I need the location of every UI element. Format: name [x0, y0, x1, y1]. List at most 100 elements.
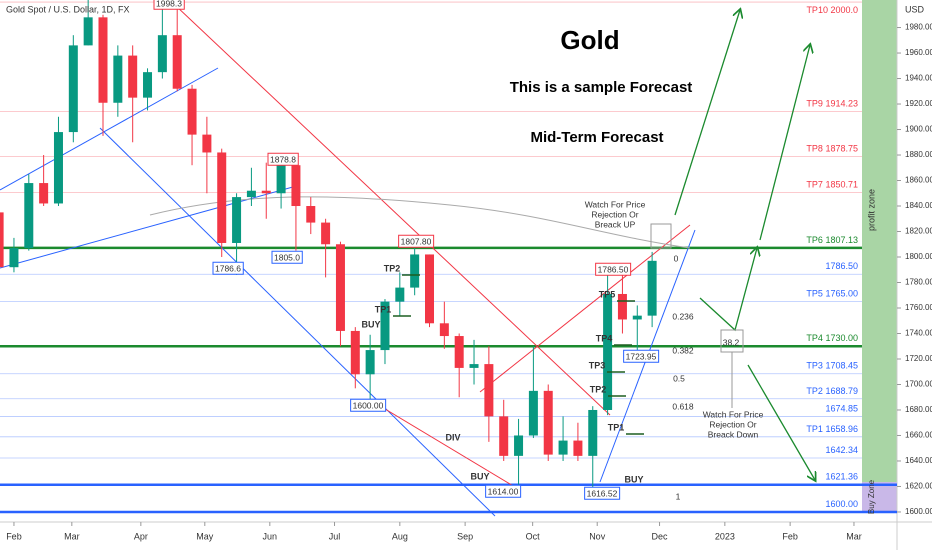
fib-label: 0.382 — [672, 345, 694, 355]
level-name: TP1 — [806, 424, 823, 434]
y-tick-label: 1940.00 — [905, 74, 932, 83]
fib-label: 1 — [676, 491, 681, 501]
price-tag-box — [350, 398, 387, 412]
candle-body — [573, 440, 583, 456]
y-tick-label: 1660.00 — [905, 431, 932, 440]
y-tick-label: 1820.00 — [905, 227, 932, 236]
level-label: 1674.85 — [825, 404, 858, 414]
price-tag: 1786.50 — [598, 264, 629, 274]
price-tag-box — [267, 152, 299, 166]
annotation: This is a sample Forecast — [510, 79, 693, 96]
candle-body — [202, 134, 212, 153]
level-value: 1708.45 — [825, 361, 858, 371]
price-tag: 1807.80 — [401, 236, 432, 246]
signal-label: TP5 — [599, 289, 616, 299]
price-tag-box — [584, 486, 621, 500]
note-line: Breack Down — [708, 429, 759, 439]
candle-body — [128, 55, 138, 98]
zone-label: Buy Zone — [867, 479, 876, 514]
x-tick-label: Sep — [457, 531, 473, 541]
y-tick-label: 1740.00 — [905, 329, 932, 338]
y-tick-label: 1900.00 — [905, 125, 932, 134]
candle-body — [410, 254, 420, 288]
x-tick-label: Dec — [652, 531, 669, 541]
candle-body — [617, 293, 627, 320]
candle-body — [246, 190, 256, 198]
candle-body — [395, 287, 405, 302]
x-tick-label: 2023 — [715, 531, 735, 541]
price-tag-box — [398, 234, 435, 248]
price-tag-box — [485, 484, 522, 498]
level-label: TP3 1708.45 — [806, 361, 858, 371]
x-tick-label: Feb — [782, 531, 798, 541]
level-value: 2000.0 — [830, 5, 858, 15]
x-tick-label: Feb — [6, 531, 22, 541]
signal-label: TP1 — [375, 304, 392, 314]
y-tick-label: 1800.00 — [905, 252, 932, 261]
candle-body — [217, 152, 227, 243]
price-tag: 1616.52 — [587, 488, 618, 498]
level-label: TP9 1914.23 — [806, 99, 858, 109]
y-tick-label: 1620.00 — [905, 482, 932, 491]
candle-body — [603, 293, 613, 410]
price-tag: 1878.8 — [270, 154, 296, 164]
level-label: 1600.00 — [825, 499, 858, 509]
annotation: Mid-Term Forecast — [530, 129, 663, 146]
candle-body — [261, 190, 271, 194]
candle-body — [276, 165, 286, 194]
y-tick-label: 1920.00 — [905, 99, 932, 108]
level-label: TP7 1850.71 — [806, 180, 858, 190]
fib-label: 0 — [674, 253, 679, 263]
annotation: Gold — [560, 25, 619, 55]
level-name: TP10 — [806, 5, 828, 15]
note-line: Rejection Or — [709, 419, 756, 429]
candle-body — [588, 409, 598, 456]
y-tick-label: 1980.00 — [905, 23, 932, 32]
candle-body — [172, 35, 182, 89]
price-tag-box — [623, 349, 660, 363]
signal-label: TP3 — [589, 360, 606, 370]
note-line: Breack UP — [595, 219, 636, 229]
x-tick-label: Mar — [846, 531, 862, 541]
candle-body — [113, 55, 123, 103]
zone-label: profit zone — [866, 189, 876, 231]
level-name: TP6 — [806, 235, 823, 245]
y-tick-label: 1680.00 — [905, 405, 932, 414]
level-label: TP4 1730.00 — [806, 334, 858, 344]
level-label: TP10 2000.0 — [806, 5, 858, 15]
level-value: 1621.36 — [825, 472, 858, 482]
level-value: 1878.75 — [825, 144, 858, 154]
level-value: 1850.71 — [825, 180, 858, 190]
level-name: TP3 — [806, 361, 823, 371]
candle-body — [439, 323, 449, 337]
signal-label: BUY — [470, 471, 489, 481]
level-value: 1786.50 — [825, 262, 858, 272]
price-tag: 1786.6 — [215, 263, 241, 273]
price-tag-box — [153, 0, 185, 10]
price-tag-box — [212, 261, 244, 275]
level-label: TP5 1765.00 — [806, 289, 858, 299]
x-tick-label: Mar — [64, 531, 80, 541]
y-tick-label: 1840.00 — [905, 201, 932, 210]
price-tag: 1805.0 — [274, 252, 300, 262]
candle-body — [469, 364, 479, 368]
signal-label: TP1 — [608, 422, 625, 432]
level-value: 1914.23 — [825, 99, 858, 109]
candle-body — [350, 330, 360, 375]
buy-zone — [862, 482, 897, 513]
level-name: TP2 — [806, 386, 823, 396]
drawings — [0, 4, 815, 517]
candle-body — [187, 88, 197, 135]
y-tick-label: 1960.00 — [905, 48, 932, 57]
candle-body — [24, 183, 34, 249]
fib-label: 38.2 — [723, 337, 740, 347]
signal-label: BUY — [624, 474, 643, 484]
note-line: Rejection Or — [591, 209, 638, 219]
signal-label: DIV — [445, 432, 460, 442]
level-label: TP6 1807.13 — [806, 235, 858, 245]
signal-label: BUY — [361, 319, 380, 329]
candle-body — [335, 244, 345, 331]
candle-body — [647, 260, 657, 316]
candle-body — [528, 390, 538, 436]
